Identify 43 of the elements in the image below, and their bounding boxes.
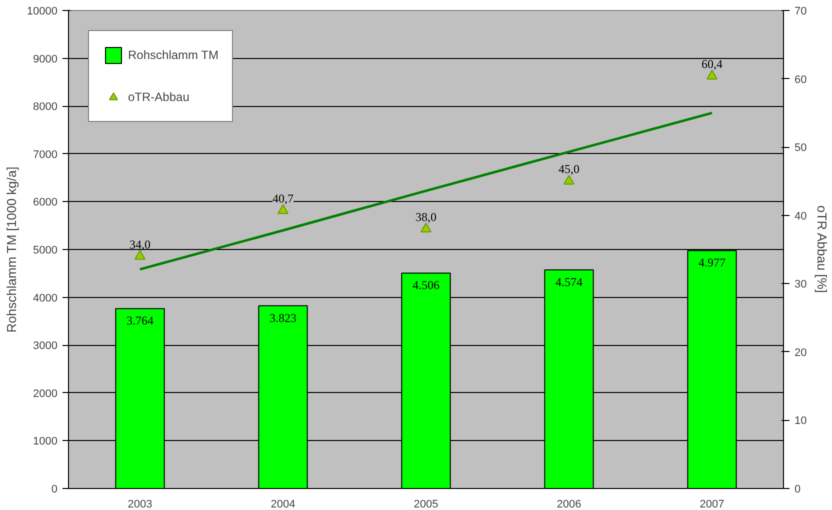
point: [706, 70, 718, 80]
point: [278, 204, 288, 214]
y2-axis-title: oTR Abbau [%]: [814, 205, 830, 293]
y-tick-label: 5000: [33, 244, 58, 256]
y-tick-label: 6000: [33, 196, 58, 209]
y-tick-label: 3000: [33, 340, 58, 352]
data-label: 4.506: [412, 278, 440, 292]
y-tick-label: 1000: [33, 436, 58, 448]
point: [420, 222, 432, 232]
y2-tick-label: 0: [794, 484, 801, 496]
x-tick-label: 2006: [556, 498, 582, 510]
y-tick-label: 10000: [26, 6, 58, 18]
x-tick-label: 2004: [270, 498, 296, 510]
data-label: 34,0: [130, 237, 150, 252]
y-tick-label: 7000: [33, 148, 58, 161]
y2-tick-label: 60: [794, 74, 807, 86]
legend-label: oTR-Abbau: [128, 90, 190, 104]
data-label: 3.823: [270, 310, 296, 325]
x-tick-label: 2003: [128, 498, 152, 510]
y2-tick-label: 50: [794, 142, 807, 154]
x-tick-label: 2007: [700, 498, 724, 510]
x-tick-label: 2005: [414, 498, 438, 510]
data-label: 40,7: [272, 192, 294, 206]
data-label: 38,0: [416, 210, 436, 224]
y-axis-title: Rohschlamm TM [1000 kg/a]: [4, 166, 19, 333]
y2-tick-label: 20: [794, 346, 807, 359]
y-tick-label: 8000: [33, 101, 58, 114]
data-label: 45,0: [558, 162, 580, 176]
y2-tick-label: 70: [794, 6, 807, 18]
data-label: 3.764: [126, 314, 154, 328]
y2-tick-label: 30: [794, 278, 807, 291]
y-tick-label: 9000: [33, 53, 58, 66]
point: [134, 250, 146, 260]
y-tick-label: 2000: [33, 388, 58, 400]
y2-tick-label: 40: [794, 210, 807, 222]
legend-label: Rohschlamm TM: [128, 48, 218, 62]
y-tick-label: 0: [51, 484, 58, 496]
data-label: 4.977: [698, 256, 726, 270]
data-label: 60,4: [702, 57, 722, 72]
point: [564, 174, 574, 185]
data-label: 4.574: [556, 274, 582, 289]
y-tick-label: 4000: [33, 292, 58, 304]
y2-tick-label: 10: [794, 415, 807, 428]
